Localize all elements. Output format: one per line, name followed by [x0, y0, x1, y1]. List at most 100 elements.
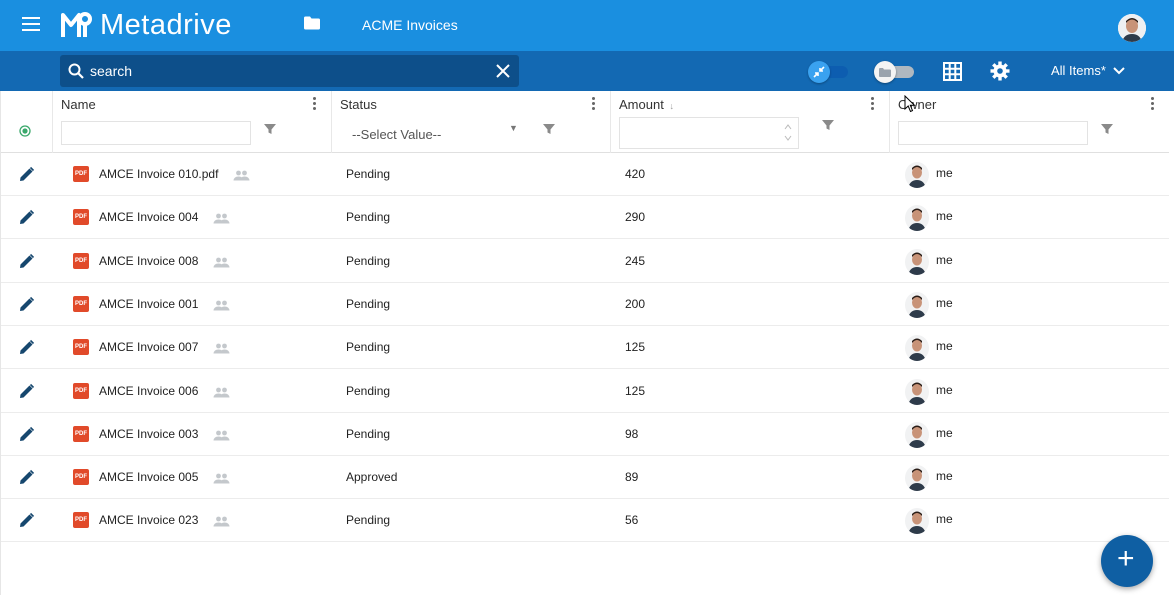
table-row[interactable]: PDF AMCE Invoice 001 Pending 200 me — [1, 283, 1169, 326]
search-box[interactable]: search — [60, 55, 519, 87]
add-item-button[interactable]: + — [1101, 535, 1153, 587]
pencil-icon[interactable] — [18, 296, 35, 313]
file-name[interactable]: AMCE Invoice 004 — [99, 210, 199, 225]
pdf-icon: PDF — [73, 295, 89, 312]
column-status-title[interactable]: Status — [340, 97, 377, 112]
owner-avatar — [905, 335, 929, 362]
hamburger-icon[interactable] — [22, 17, 40, 31]
app-logo[interactable]: Metadrive — [60, 9, 232, 41]
table-row[interactable]: PDF AMCE Invoice 004 Pending 290 me — [1, 196, 1169, 240]
folder-view-toggle[interactable] — [874, 61, 916, 83]
status-cell: Pending — [346, 426, 391, 441]
grid-icon[interactable] — [943, 62, 962, 81]
amount-cell: 200 — [625, 296, 646, 311]
owner-cell: me — [936, 469, 953, 484]
amount-cell: 98 — [625, 426, 639, 441]
file-name[interactable]: AMCE Invoice 008 — [99, 253, 199, 268]
folder-icon[interactable] — [303, 15, 321, 31]
column-name-title[interactable]: Name — [61, 97, 96, 112]
amount-cell: 125 — [625, 340, 646, 355]
people-icon[interactable] — [213, 343, 230, 354]
table-row[interactable]: PDF AMCE Invoice 010.pdf Pending 420 me — [1, 153, 1169, 196]
amount-cell: 245 — [625, 253, 646, 268]
pdf-icon: PDF — [73, 252, 89, 269]
table-row[interactable]: PDF AMCE Invoice 003 Pending 98 me — [1, 413, 1169, 456]
amount-cell: 420 — [625, 167, 646, 181]
amount-filter-input[interactable] — [619, 117, 799, 149]
table-row[interactable]: PDF AMCE Invoice 005 Approved 89 me — [1, 456, 1169, 500]
table-row[interactable]: PDF AMCE Invoice 008 Pending 245 me — [1, 240, 1169, 283]
user-avatar[interactable] — [1118, 14, 1146, 42]
avatar-icon — [905, 291, 929, 318]
stepper-icon[interactable] — [784, 122, 792, 144]
table-row[interactable]: PDF AMCE Invoice 023 Pending 56 me — [1, 499, 1169, 543]
app-name: Metadrive — [100, 8, 232, 41]
filter-icon[interactable] — [821, 118, 835, 132]
people-icon[interactable] — [213, 473, 230, 484]
pencil-icon[interactable] — [18, 253, 35, 270]
select-column-header — [1, 91, 53, 153]
column-menu-icon[interactable] — [313, 97, 317, 111]
column-status: Status --Select Value-- ▼ — [332, 91, 611, 153]
filter-icon[interactable] — [263, 122, 277, 136]
pencil-icon[interactable] — [18, 469, 35, 486]
dropdown-arrow-icon[interactable]: ▼ — [509, 123, 518, 133]
people-icon[interactable] — [213, 430, 230, 441]
file-name[interactable]: AMCE Invoice 001 — [99, 296, 199, 311]
column-amount-label: Amount — [619, 97, 664, 112]
pencil-icon[interactable] — [18, 209, 35, 226]
people-icon[interactable] — [213, 387, 230, 398]
collapse-icon — [813, 66, 825, 78]
pencil-icon[interactable] — [18, 426, 35, 443]
status-filter-select[interactable]: --Select Value-- — [352, 127, 442, 142]
pdf-icon: PDF — [73, 382, 89, 399]
amount-cell: 125 — [625, 383, 646, 398]
pencil-icon[interactable] — [18, 166, 35, 183]
view-selector[interactable]: All Items* — [1051, 63, 1125, 78]
owner-avatar — [905, 162, 929, 188]
column-owner: Owner — [890, 91, 1169, 153]
column-menu-icon[interactable] — [1151, 97, 1155, 111]
pencil-icon[interactable] — [18, 339, 35, 356]
table-row[interactable]: PDF AMCE Invoice 006 Pending 125 me — [1, 370, 1169, 413]
owner-filter-input[interactable] — [898, 121, 1088, 145]
owner-cell: me — [936, 512, 953, 527]
filter-icon[interactable] — [1100, 122, 1114, 136]
pencil-icon[interactable] — [18, 512, 35, 529]
file-name[interactable]: AMCE Invoice 023 — [99, 513, 199, 528]
people-icon[interactable] — [213, 300, 230, 311]
status-cell: Pending — [346, 513, 391, 528]
file-name[interactable]: AMCE Invoice 007 — [99, 340, 199, 355]
status-cell: Pending — [346, 253, 391, 268]
owner-cell: me — [936, 339, 953, 354]
people-icon[interactable] — [233, 170, 250, 181]
file-name[interactable]: AMCE Invoice 003 — [99, 426, 199, 441]
owner-avatar — [905, 421, 929, 448]
compact-toggle[interactable] — [808, 61, 848, 83]
table-row[interactable]: PDF AMCE Invoice 007 Pending 125 me — [1, 326, 1169, 370]
column-menu-icon[interactable] — [871, 97, 875, 111]
column-menu-icon[interactable] — [592, 97, 596, 111]
amount-cell: 89 — [625, 470, 639, 485]
file-name[interactable]: AMCE Invoice 010.pdf — [99, 167, 219, 181]
file-name[interactable]: AMCE Invoice 006 — [99, 383, 199, 398]
people-icon[interactable] — [213, 257, 230, 268]
mouse-cursor-icon — [904, 95, 916, 113]
people-icon[interactable] — [213, 213, 230, 224]
name-filter-input[interactable] — [61, 121, 251, 145]
pdf-icon: PDF — [73, 166, 89, 182]
owner-avatar — [905, 465, 929, 492]
people-icon[interactable] — [213, 516, 230, 527]
column-amount-title[interactable]: Amount ↓ — [619, 97, 674, 112]
breadcrumb-current[interactable]: ACME Invoices — [362, 17, 458, 33]
table-header: Name Status --Select Value-- ▼ Amount ↓ — [1, 91, 1169, 153]
filter-icon[interactable] — [542, 122, 556, 136]
owner-cell: me — [936, 382, 953, 397]
file-name[interactable]: AMCE Invoice 005 — [99, 470, 199, 485]
select-all-icon[interactable] — [19, 125, 31, 137]
search-icon — [68, 63, 84, 79]
gear-icon[interactable] — [990, 61, 1010, 81]
close-icon[interactable] — [495, 63, 511, 79]
pencil-icon[interactable] — [18, 383, 35, 400]
search-input[interactable]: search — [90, 63, 133, 79]
